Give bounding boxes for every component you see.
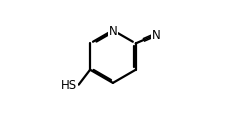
Text: N: N xyxy=(152,29,160,42)
Text: N: N xyxy=(109,25,117,37)
Text: HS: HS xyxy=(61,78,77,91)
